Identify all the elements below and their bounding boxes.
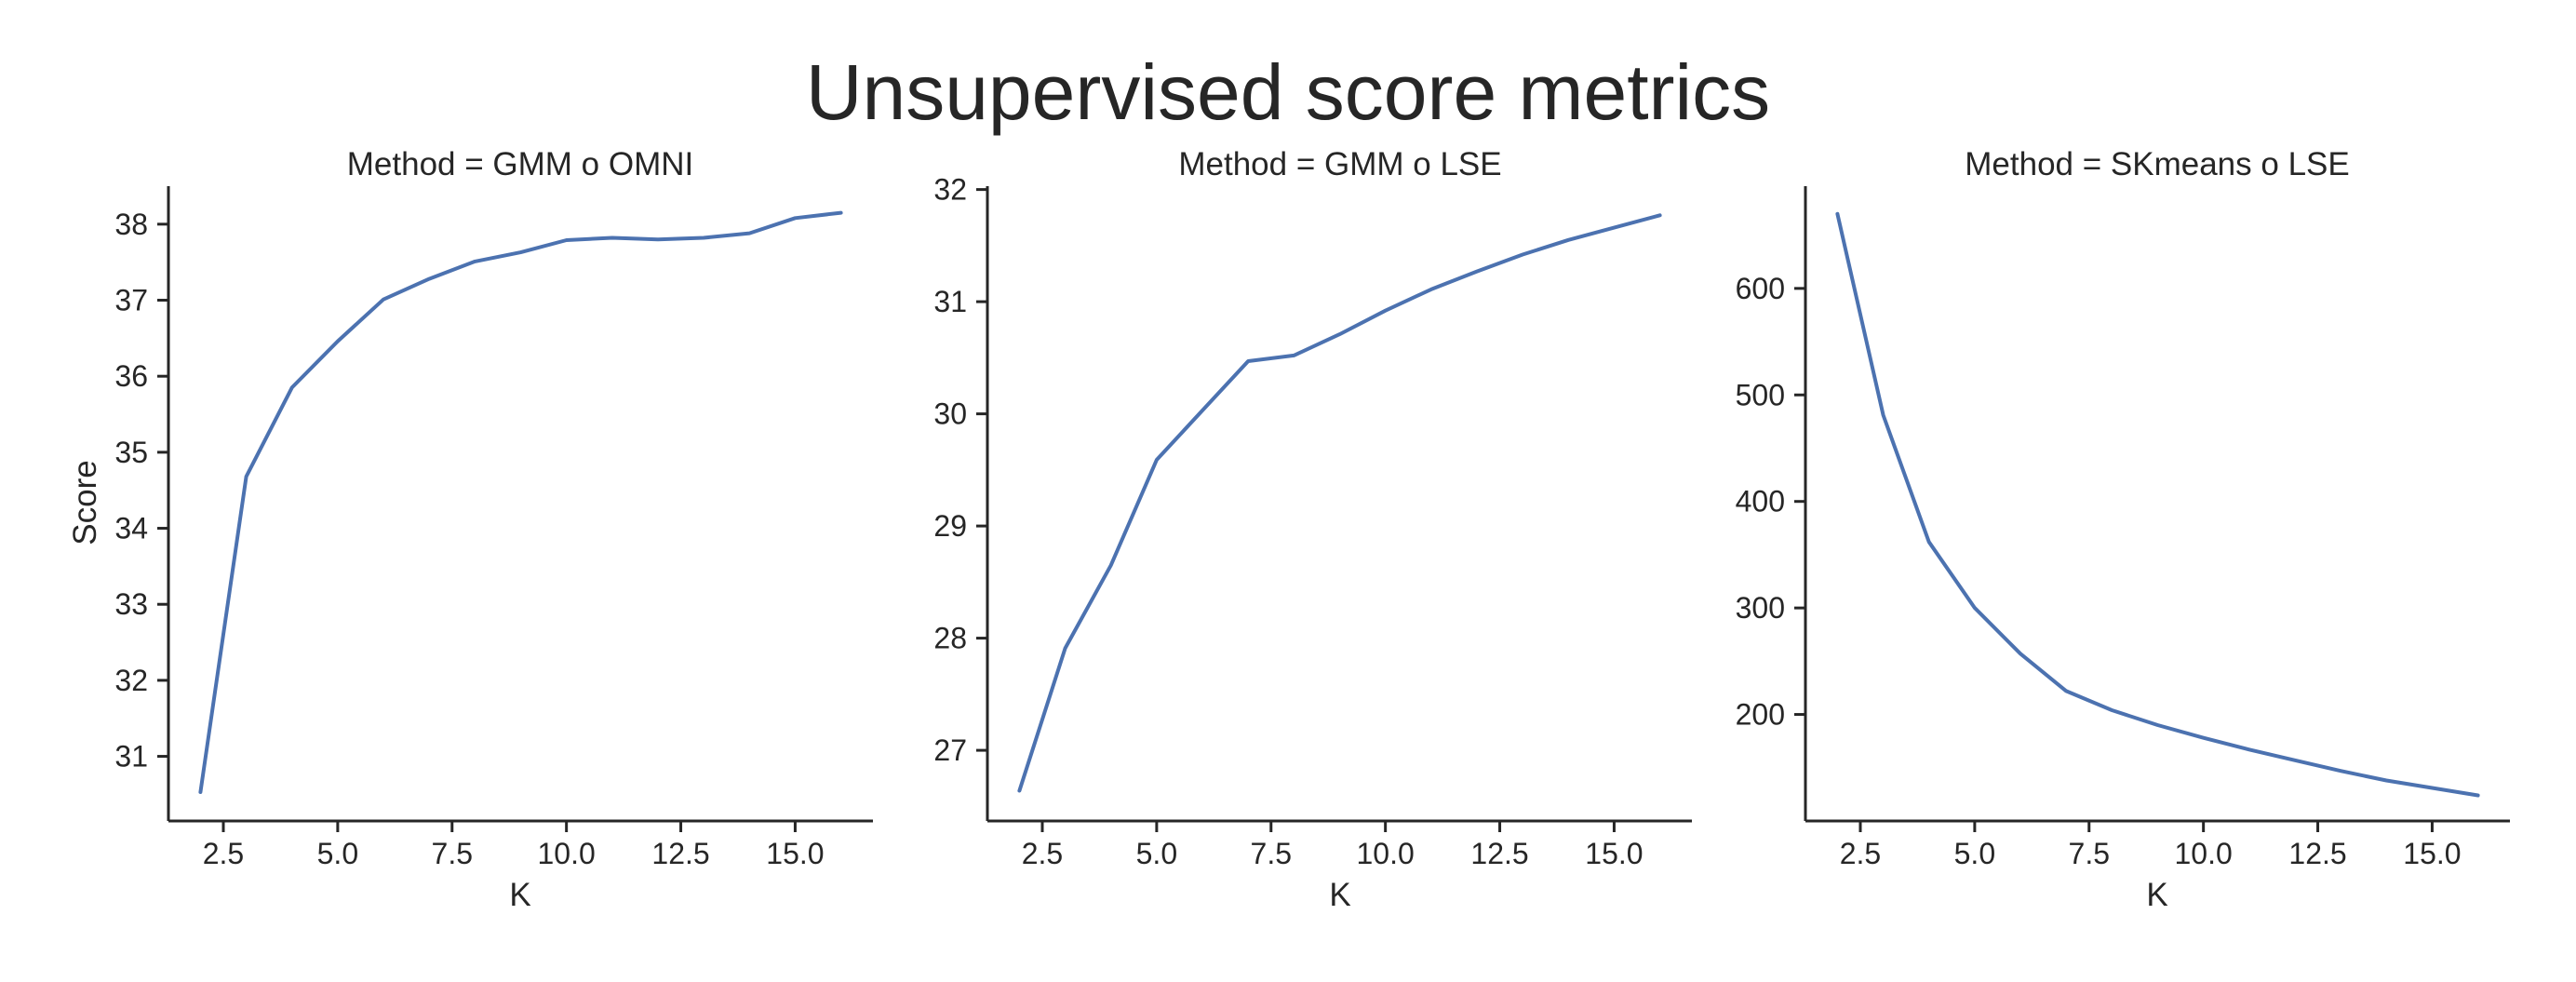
y-tick-label: 29 <box>933 509 967 543</box>
x-tick-label: 15.0 <box>766 837 824 870</box>
subplot-title: Method = SKmeans o LSE <box>1965 146 2349 182</box>
x-tick-label: 7.5 <box>1251 837 1292 870</box>
data-point <box>565 238 569 242</box>
y-tick-label: 32 <box>114 664 148 697</box>
subplot-gmm-omni: Method = GMM o OMNI Score K 2.5 5.0 7.5 10.… <box>67 146 873 913</box>
data-point <box>1155 458 1159 462</box>
data-point <box>1927 540 1931 544</box>
data-point <box>2339 769 2342 773</box>
x-tick-label: 15.0 <box>2403 837 2461 870</box>
data-point <box>1109 563 1113 567</box>
subplot-skmeans-lse: Method = SKmeans o LSE K 2.5 5.0 7.5 10.0 12… <box>1736 146 2510 913</box>
data-point <box>427 277 431 281</box>
data-point <box>610 236 614 240</box>
y-tick-label: 500 <box>1736 378 1785 411</box>
data-point <box>2476 794 2480 798</box>
data-point <box>1566 238 1570 242</box>
y-tick-label: 32 <box>933 173 967 207</box>
data-point <box>1017 788 1021 792</box>
x-tick-label: 10.0 <box>538 837 596 870</box>
data-point <box>2293 759 2297 762</box>
x-tick-label: 12.5 <box>651 837 709 870</box>
y-tick-label: 37 <box>114 284 148 317</box>
x-tick-label: 5.0 <box>317 837 358 870</box>
data-point <box>1835 212 1839 216</box>
y-tick-label: 38 <box>114 208 148 241</box>
y-tick-label: 27 <box>933 733 967 767</box>
y-tick-label: 600 <box>1736 272 1785 305</box>
y-tick-label: 35 <box>114 436 148 469</box>
data-point <box>1384 309 1388 313</box>
y-axis-label: Score <box>67 460 103 545</box>
y-tick-label: 31 <box>114 740 148 773</box>
data-point <box>1246 359 1250 363</box>
data-point <box>793 216 797 220</box>
series-line <box>1017 213 1662 793</box>
x-axis-label: K <box>509 877 530 913</box>
data-point <box>2064 689 2068 693</box>
figure-title: Unsupervised score metrics <box>806 48 1770 136</box>
data-point <box>198 790 202 794</box>
data-point <box>519 250 523 254</box>
data-point <box>1292 354 1295 357</box>
data-point <box>382 298 385 302</box>
data-point <box>336 340 340 343</box>
x-tick-label: 5.0 <box>1954 837 1995 870</box>
data-point <box>1658 213 1662 217</box>
y-tick-label: 300 <box>1736 591 1785 625</box>
subplot-title: Method = GMM o OMNI <box>347 146 693 182</box>
data-point <box>747 232 751 235</box>
data-point <box>1475 270 1479 274</box>
data-point <box>473 260 476 263</box>
y-tick-label: 28 <box>933 622 967 655</box>
subplot-title: Method = GMM o LSE <box>1178 146 1501 182</box>
data-point <box>245 475 248 478</box>
x-tick-label: 7.5 <box>432 837 473 870</box>
y-tick-label: 34 <box>114 512 148 545</box>
series-line <box>198 210 843 794</box>
data-point <box>2156 723 2160 727</box>
subplot-gmm-lse: Method = GMM o LSE K 2.5 5.0 7.5 10.0 12.5 15… <box>933 146 1692 913</box>
data-point <box>2430 787 2434 790</box>
x-tick-label: 2.5 <box>1022 837 1063 870</box>
x-axis-label: K <box>2146 877 2167 913</box>
data-point <box>1429 288 1433 291</box>
data-point <box>1521 253 1524 257</box>
x-axis-label: K <box>1329 877 1350 913</box>
x-tick-label: 7.5 <box>2069 837 2110 870</box>
data-point <box>2019 652 2022 655</box>
x-tick-label: 2.5 <box>1840 837 1881 870</box>
y-tick-label: 33 <box>114 587 148 621</box>
data-point <box>1882 413 1885 417</box>
data-point <box>1612 226 1616 230</box>
x-tick-label: 10.0 <box>1357 837 1415 870</box>
y-tick-label: 31 <box>933 285 967 318</box>
data-point <box>839 211 843 215</box>
data-point <box>2247 747 2251 751</box>
data-point <box>2110 708 2113 712</box>
data-point <box>2384 779 2388 783</box>
data-point <box>656 237 660 241</box>
data-point <box>702 236 705 240</box>
y-tick-label: 30 <box>933 397 967 431</box>
data-point <box>290 385 294 389</box>
x-tick-label: 12.5 <box>1470 837 1528 870</box>
x-tick-label: 15.0 <box>1585 837 1643 870</box>
data-point <box>1201 409 1204 412</box>
y-tick-label: 400 <box>1736 485 1785 518</box>
series-line <box>1835 211 2480 798</box>
data-point <box>1064 646 1067 650</box>
data-point <box>1338 332 1342 336</box>
x-tick-label: 10.0 <box>2175 837 2233 870</box>
y-tick-label: 36 <box>114 359 148 393</box>
y-tick-label: 200 <box>1736 698 1785 732</box>
x-tick-label: 2.5 <box>203 837 244 870</box>
data-point <box>2202 736 2206 740</box>
data-point <box>1973 606 1977 610</box>
x-tick-label: 5.0 <box>1136 837 1177 870</box>
x-tick-label: 12.5 <box>2288 837 2346 870</box>
